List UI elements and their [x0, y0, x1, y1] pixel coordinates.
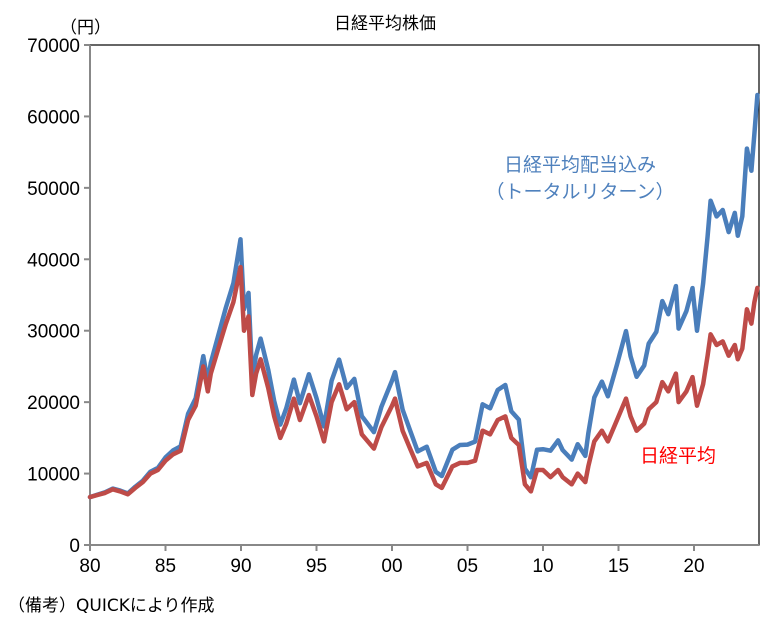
nikkei-label: 日経平均	[640, 445, 716, 467]
nikkei-series-line	[87, 264, 760, 500]
y-tick-label: 40000	[27, 250, 80, 271]
total-return-label-line1: 日経平均配当込み	[504, 154, 656, 176]
x-tick-label: 20	[683, 556, 704, 577]
x-tick-label: 05	[457, 556, 478, 577]
y-tick-label: 20000	[27, 393, 80, 414]
y-tick-label: 60000	[27, 107, 80, 128]
plot-frame	[89, 44, 760, 546]
x-tick-label: 00	[381, 556, 402, 577]
x-tick-label: 10	[532, 556, 553, 577]
x-tick-label: 95	[306, 556, 327, 577]
y-tick-label: 30000	[27, 322, 80, 343]
x-tick-label: 90	[230, 556, 251, 577]
x-tick-label: 15	[608, 556, 629, 577]
y-axis-unit: （円）	[60, 18, 111, 38]
x-tick-label: 85	[155, 556, 176, 577]
y-tick-label: 0	[69, 536, 80, 557]
y-tick-label: 10000	[27, 465, 80, 486]
y-tick-label: 50000	[27, 179, 80, 200]
x-tick-label: 80	[79, 556, 100, 577]
total-return-label-line2: （トータルリターン）	[485, 181, 674, 203]
chart-title: 日経平均株価	[334, 14, 436, 34]
footnote: （備考）QUICKにより作成	[8, 596, 215, 616]
total-return-series-line	[87, 92, 760, 500]
y-tick-label: 70000	[27, 36, 80, 57]
